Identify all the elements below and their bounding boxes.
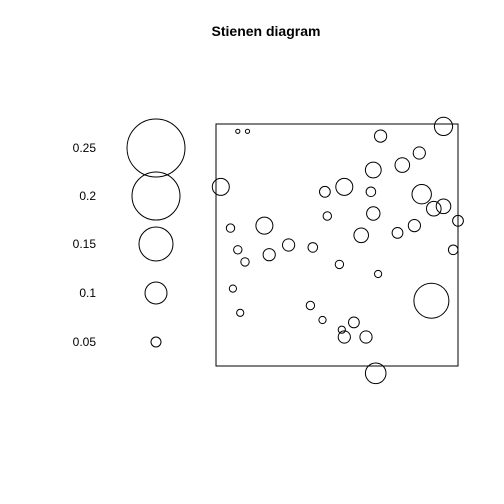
legend-circle bbox=[144, 281, 168, 305]
data-point bbox=[244, 128, 251, 134]
data-point bbox=[391, 227, 404, 239]
data-point bbox=[364, 362, 387, 385]
data-point bbox=[364, 161, 382, 179]
legend-circle bbox=[150, 336, 162, 348]
data-point bbox=[307, 242, 319, 253]
data-point bbox=[353, 227, 370, 244]
points-layer bbox=[211, 116, 464, 385]
data-point bbox=[413, 282, 450, 319]
legend-circle bbox=[138, 226, 174, 262]
legend-circle bbox=[131, 171, 181, 221]
data-point bbox=[211, 177, 230, 196]
data-point bbox=[334, 259, 345, 270]
data-point bbox=[228, 284, 237, 293]
data-point bbox=[374, 269, 383, 279]
data-point bbox=[433, 116, 454, 137]
plot-frame bbox=[215, 123, 459, 367]
data-point bbox=[305, 300, 316, 311]
data-point bbox=[374, 129, 388, 143]
data-point bbox=[337, 330, 351, 344]
data-point bbox=[435, 198, 452, 215]
size-legend: 0.25 0.2 0.15 0.1 0.05 bbox=[73, 118, 186, 349]
data-point bbox=[240, 257, 250, 267]
data-point bbox=[412, 146, 426, 160]
data-point bbox=[365, 186, 377, 198]
data-point bbox=[337, 325, 346, 334]
data-point bbox=[319, 185, 331, 198]
legend-circle bbox=[126, 118, 186, 178]
legend-label: 0.05 bbox=[73, 335, 97, 349]
data-point bbox=[318, 315, 327, 325]
legend-label: 0.2 bbox=[79, 189, 96, 203]
data-point bbox=[262, 248, 276, 262]
data-point bbox=[236, 308, 245, 317]
data-point bbox=[322, 211, 332, 221]
data-point bbox=[235, 128, 241, 134]
data-point bbox=[348, 316, 360, 329]
data-point bbox=[225, 223, 236, 233]
legend-label: 0.25 bbox=[73, 141, 97, 155]
data-point bbox=[282, 238, 296, 252]
data-point bbox=[255, 216, 274, 235]
legend-label: 0.1 bbox=[79, 286, 96, 300]
data-point bbox=[426, 200, 442, 217]
data-point bbox=[447, 244, 459, 256]
data-point bbox=[394, 157, 411, 173]
data-point bbox=[335, 177, 354, 196]
legend-label: 0.15 bbox=[73, 237, 97, 251]
data-point bbox=[233, 245, 243, 255]
chart-title: Stienen diagram bbox=[212, 23, 321, 39]
data-point bbox=[407, 219, 421, 233]
data-point bbox=[366, 206, 381, 221]
data-point bbox=[411, 184, 432, 205]
data-point bbox=[359, 330, 373, 344]
